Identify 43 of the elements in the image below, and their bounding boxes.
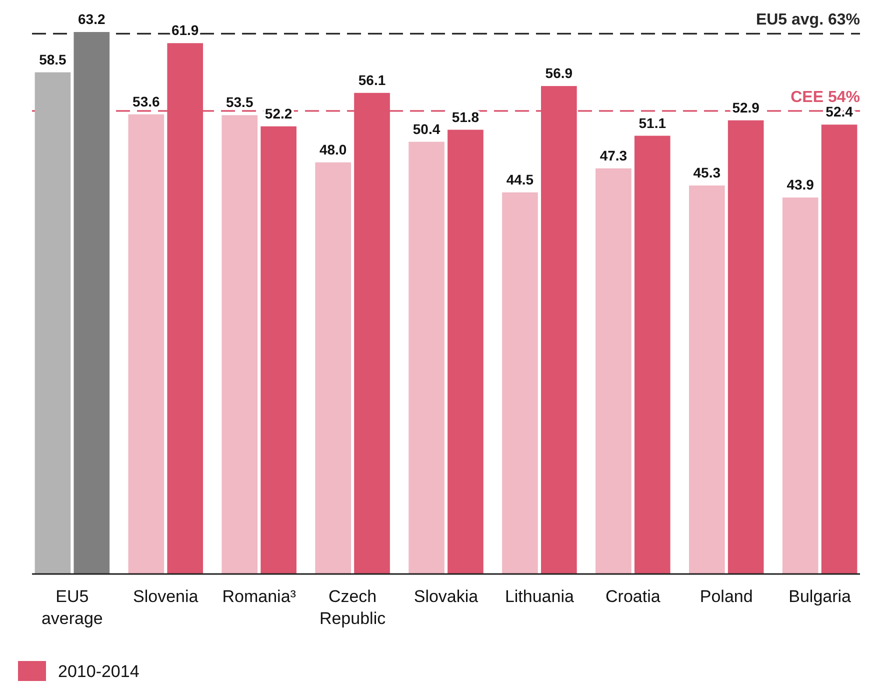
bar	[688, 186, 725, 574]
bar	[128, 114, 164, 574]
bar	[596, 168, 632, 574]
bar	[315, 162, 351, 574]
bar	[728, 120, 764, 574]
legend-label: 2010-2014	[58, 662, 140, 681]
data-label: 63.2	[78, 11, 106, 27]
x-tick-label: Slovenia	[133, 587, 199, 606]
bar	[502, 192, 538, 574]
data-label: 43.9	[786, 176, 814, 193]
x-tick-label: Lithuania	[504, 587, 574, 606]
x-tick-label: Croatia	[606, 587, 661, 606]
x-tick-label: Romania³	[222, 587, 296, 606]
data-label: 47.3	[600, 147, 628, 164]
data-label: 53.5	[226, 94, 254, 110]
bar	[821, 124, 858, 574]
x-tick-label: Poland	[700, 587, 753, 606]
data-label: 44.5	[506, 171, 534, 188]
bar	[782, 198, 818, 574]
data-label: 52.4	[826, 104, 854, 120]
bar	[222, 115, 258, 574]
data-label: 50.4	[412, 120, 440, 137]
data-label: 58.5	[39, 51, 67, 68]
bar	[74, 32, 110, 574]
data-label: 45.3	[693, 164, 721, 181]
bar	[634, 136, 670, 574]
data-label: 53.6	[132, 93, 160, 110]
bar	[448, 130, 484, 574]
bar	[260, 126, 296, 574]
x-tick-label: Bulgaria	[788, 587, 852, 606]
bar	[408, 142, 444, 574]
data-label: 56.9	[545, 65, 573, 82]
data-label: 56.1	[358, 72, 386, 88]
x-tick-label: EU5 average	[41, 587, 103, 628]
data-label: 51.1	[638, 114, 666, 131]
ref-line-label: CEE 54%	[790, 88, 860, 106]
x-tick-label: Slovakia	[414, 587, 479, 606]
data-label: 61.9	[171, 22, 199, 38]
data-label: 48.0	[319, 141, 347, 158]
bar	[34, 72, 71, 574]
ref-line-label: EU5 avg. 63%	[756, 12, 860, 29]
x-tick-label: Czech Republic	[319, 587, 386, 628]
data-label: 51.8	[452, 108, 480, 125]
